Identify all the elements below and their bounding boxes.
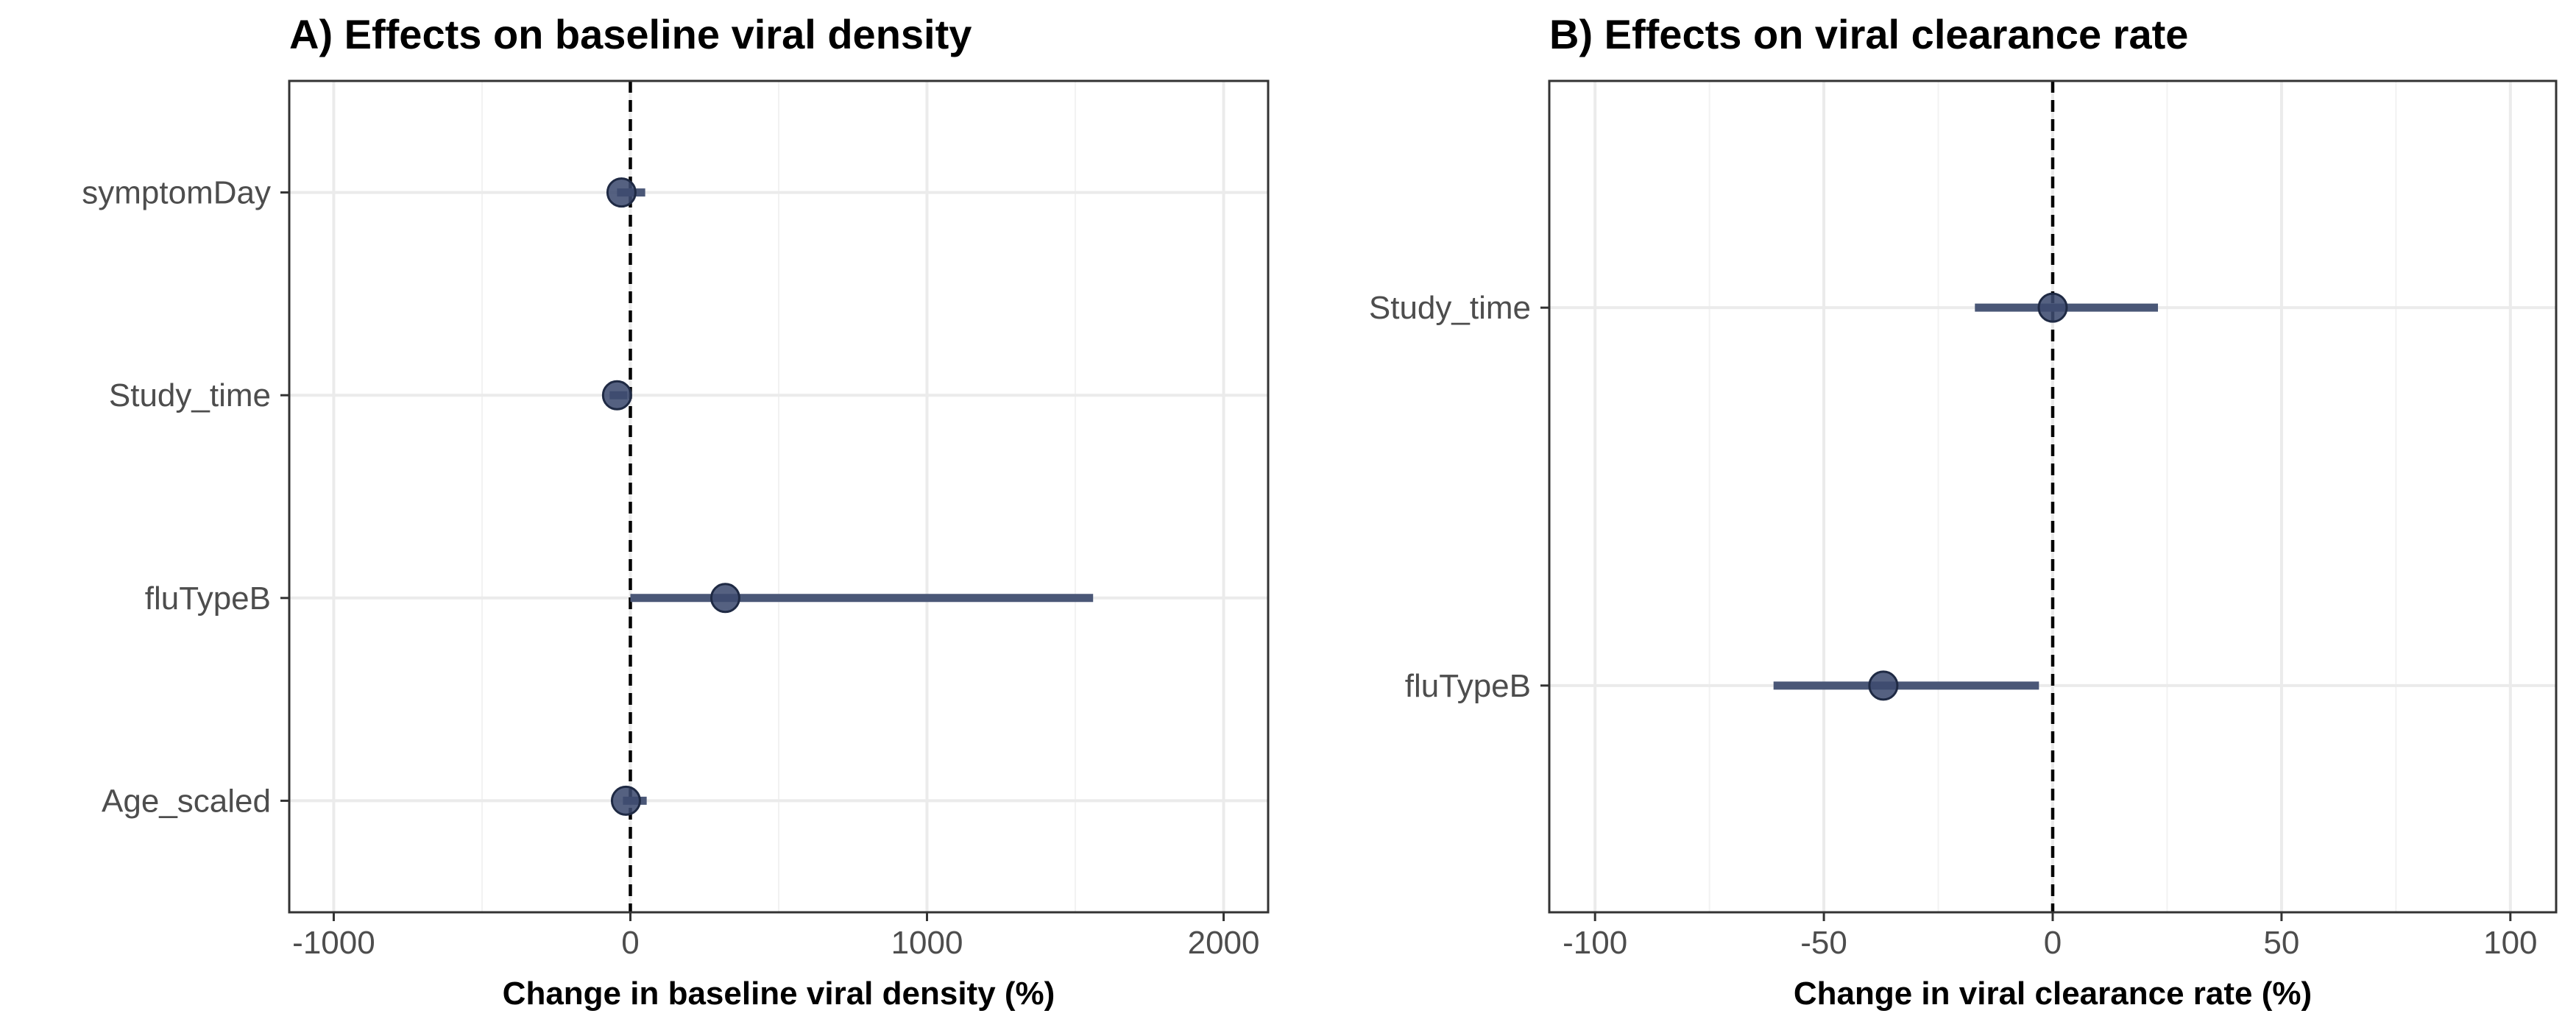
category-label: Age_scaled xyxy=(102,783,271,819)
category-label: Study_time xyxy=(109,377,271,413)
category-label: Study_time xyxy=(1369,290,1531,326)
x-tick-label: -50 xyxy=(1800,925,1847,961)
point-fluTypeB xyxy=(1868,670,1899,701)
category-label: fluTypeB xyxy=(145,580,271,617)
x-tick-label: -1000 xyxy=(292,925,375,961)
panel-border xyxy=(288,79,1270,914)
point-fluTypeB xyxy=(710,583,740,614)
x-tick-label: 100 xyxy=(2483,925,2537,961)
x-tick-label: 0 xyxy=(2044,925,2062,961)
x-tick-label: 2000 xyxy=(1188,925,1260,961)
x-axis-title: Change in viral clearance rate (%) xyxy=(1794,976,2312,1012)
panel-title: A) Effects on baseline viral density xyxy=(289,11,972,57)
point-Study_time xyxy=(2037,292,2068,323)
panel-title: B) Effects on viral clearance rate xyxy=(1549,11,2188,57)
category-label: fluTypeB xyxy=(1405,668,1531,704)
point-Study_time xyxy=(601,380,632,411)
panel-a-baseline-viral-density: -1000 0 1000 2000 Age_scaled fluTypeB Study_ti… xyxy=(82,11,1270,1012)
x-tick-label: 1000 xyxy=(891,925,963,961)
x-tick-label: 50 xyxy=(2263,925,2299,961)
x-tick-label: -100 xyxy=(1563,925,1627,961)
x-axis-title: Change in baseline viral density (%) xyxy=(503,976,1055,1012)
point-symptomDay xyxy=(606,177,637,208)
point-Age_scaled xyxy=(610,785,641,816)
category-label: symptomDay xyxy=(82,175,271,211)
panel-b-viral-clearance-rate: -100 -50 0 50 100 fluTypeB Study_time B) Effect… xyxy=(1369,11,2558,1012)
x-tick-label: 0 xyxy=(621,925,639,961)
